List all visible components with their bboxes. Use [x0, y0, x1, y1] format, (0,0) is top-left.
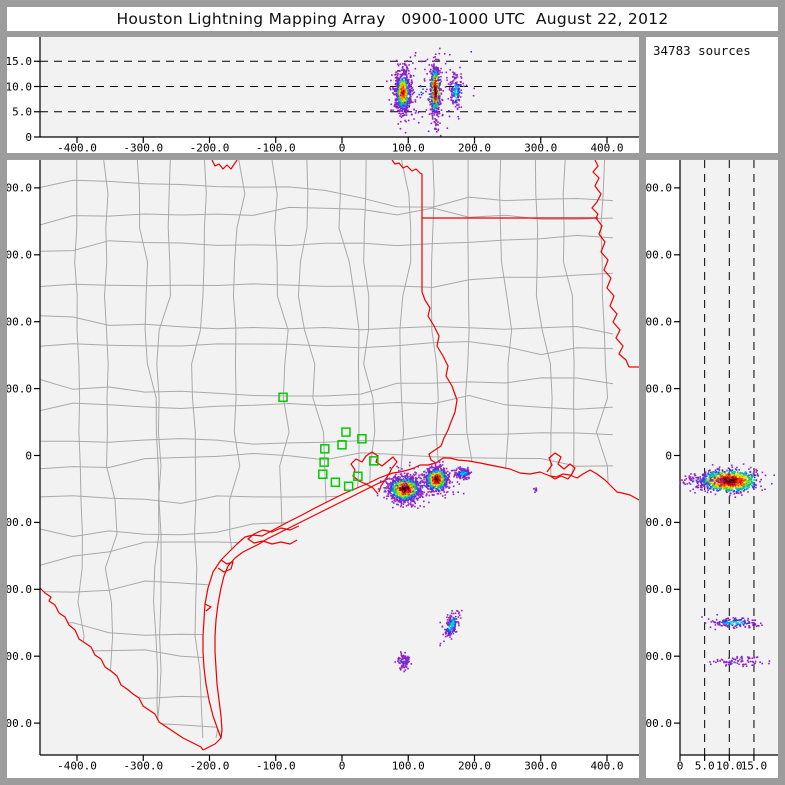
- axes: -400.0 -300.0 -200.0 -100.0 0 100.0 200.0 300.0…: [7, 37, 639, 153]
- y-tick-label: 0: [665, 449, 672, 462]
- axes: 0 5.010.015.0 400.0 300.0 200.0 100.0 0 -100.0 -…: [646, 160, 778, 773]
- y-tick-label: 100.0: [7, 382, 32, 395]
- sources-count-panel: 34783 sources: [646, 37, 778, 153]
- x-tick-label: 0: [677, 760, 684, 773]
- lightning-sources: [386, 47, 475, 137]
- lightning-sources: [439, 609, 463, 647]
- lightning-sources: [377, 461, 433, 509]
- x-tick-label: 400.0: [590, 760, 623, 773]
- y-tick-label: 200.0: [7, 316, 32, 329]
- y-tick-label: 300.0: [7, 249, 32, 262]
- x-tick-label: 10.0: [716, 760, 743, 773]
- lightning-sources: [701, 613, 763, 631]
- y-tick-label: 10.0: [7, 80, 32, 93]
- title-bar: Houston Lightning Mapping Array 0900-100…: [7, 7, 778, 31]
- lightning-sources: [376, 464, 465, 508]
- lma-station-square: [318, 469, 328, 479]
- lightning-sources: [419, 459, 455, 499]
- altitude-ns-cross-section-panel: 0 5.010.015.0 400.0 300.0 200.0 100.0 0 -100.0 -…: [646, 160, 778, 778]
- lma-station-square: [369, 456, 379, 466]
- x-tick-label: 100.0: [392, 142, 425, 154]
- lightning-sources: [389, 59, 417, 134]
- y-tick-label: -100.0: [646, 516, 672, 529]
- x-tick-label: 200.0: [458, 760, 491, 773]
- lightning-sources: [394, 651, 413, 673]
- axes: -400.0 -300.0 -200.0 -100.0 0 100.0 200.0 300.0…: [7, 160, 639, 773]
- x-tick-label: -300.0: [123, 760, 163, 773]
- station-markers: [278, 392, 379, 492]
- lma-station-square: [357, 434, 367, 444]
- x-tick-label: -100.0: [256, 760, 296, 773]
- x-tick-label: 5.0: [695, 760, 715, 773]
- x-tick-label: 400.0: [590, 142, 623, 154]
- x-tick-label: -200.0: [190, 142, 230, 154]
- y-tick-label: 0: [25, 131, 32, 144]
- x-tick-label: 200.0: [458, 142, 491, 154]
- y-tick-label: 400.0: [7, 182, 32, 195]
- lma-station-square: [278, 392, 288, 403]
- x-tick-label: 0: [339, 760, 346, 773]
- y-tick-label: 300.0: [646, 249, 672, 262]
- y-tick-label: -400.0: [646, 717, 672, 730]
- lightning-sources: [453, 466, 473, 481]
- y-tick-label: -100.0: [7, 516, 32, 529]
- lightning-sources: [679, 471, 732, 491]
- plan-view-map-panel: -400.0 -300.0 -200.0 -100.0 0 100.0 200.0 300.0…: [7, 160, 639, 778]
- plan-view-map-plot: -400.0 -300.0 -200.0 -100.0 0 100.0 200.0 300.0…: [7, 160, 639, 773]
- sources-count-label: 34783 sources: [653, 43, 751, 58]
- x-tick-label: 100.0: [392, 760, 425, 773]
- coastline: [202, 457, 639, 751]
- x-tick-label: -400.0: [57, 760, 97, 773]
- y-tick-label: 100.0: [646, 382, 672, 395]
- y-tick-label: -400.0: [7, 717, 32, 730]
- lma-station-square: [320, 444, 330, 454]
- y-tick-label: -300.0: [646, 650, 672, 663]
- y-tick-label: 15.0: [7, 55, 32, 68]
- altitude-ew-cross-section-panel: -400.0 -300.0 -200.0 -100.0 0 100.0 200.0 300.0…: [7, 37, 639, 153]
- x-tick-label: -300.0: [123, 142, 163, 154]
- page-title: Houston Lightning Mapping Array 0900-100…: [116, 10, 669, 28]
- x-tick-label: 300.0: [524, 142, 557, 154]
- y-tick-label: 400.0: [646, 182, 672, 195]
- lightning-sources: [431, 114, 440, 133]
- lma-station-square: [337, 440, 347, 450]
- y-tick-label: 0: [25, 449, 32, 462]
- x-tick-label: 300.0: [524, 760, 557, 773]
- y-tick-label: 200.0: [646, 316, 672, 329]
- lma-station-square: [330, 477, 341, 488]
- lightning-sources: [709, 655, 771, 668]
- lightning-sources: [446, 66, 465, 120]
- x-tick-label: -200.0: [190, 760, 230, 773]
- y-tick-label: 5.0: [12, 106, 32, 119]
- rio-grande-border: [39, 587, 204, 751]
- x-tick-label: 0: [339, 142, 346, 154]
- lightning-sources: [533, 487, 538, 493]
- state-borders: [39, 160, 639, 751]
- x-tick-label: 15.0: [741, 760, 768, 773]
- x-tick-label: -100.0: [256, 142, 296, 154]
- y-tick-label: -300.0: [7, 650, 32, 663]
- lma-station-square: [341, 427, 351, 437]
- y-tick-label: -200.0: [7, 583, 32, 596]
- y-tick-label: -200.0: [646, 583, 672, 596]
- lma-station-square: [353, 471, 363, 481]
- lma-station-square: [343, 481, 354, 492]
- lma-station-square: [319, 457, 329, 467]
- x-tick-label: -400.0: [57, 142, 97, 154]
- altitude-ew-plot: -400.0 -300.0 -200.0 -100.0 0 100.0 200.0 300.0…: [7, 37, 639, 153]
- altitude-ns-plot: 0 5.010.015.0 400.0 300.0 200.0 100.0 0 -100.0 -…: [646, 160, 778, 773]
- lightning-sources: [685, 463, 775, 498]
